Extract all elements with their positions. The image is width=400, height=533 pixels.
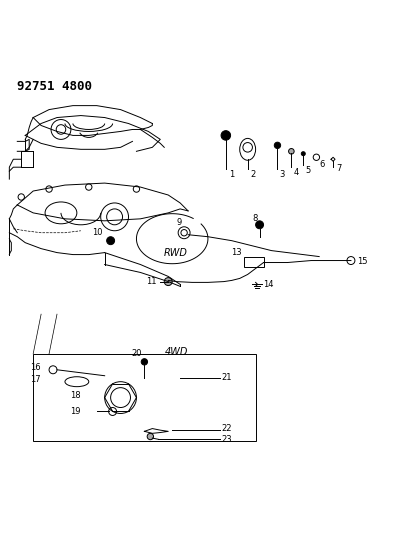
Circle shape (301, 152, 305, 156)
Text: 7: 7 (336, 164, 341, 173)
Circle shape (221, 131, 230, 140)
Text: 9: 9 (177, 218, 182, 227)
Text: 16: 16 (30, 364, 41, 372)
Text: 11: 11 (146, 277, 156, 286)
Text: 18: 18 (70, 391, 81, 400)
Text: 23: 23 (222, 435, 232, 444)
Circle shape (147, 433, 154, 440)
Text: 3: 3 (280, 171, 285, 180)
Circle shape (274, 142, 281, 149)
Text: 15: 15 (357, 257, 368, 266)
Bar (33, 354, 256, 441)
Circle shape (164, 278, 172, 286)
Text: 92751 4800: 92751 4800 (17, 80, 92, 93)
Text: 4WD: 4WD (164, 347, 188, 357)
Text: 14: 14 (264, 280, 274, 289)
Circle shape (107, 237, 114, 245)
Circle shape (288, 149, 294, 154)
Text: 4: 4 (294, 168, 299, 177)
Circle shape (141, 359, 148, 365)
Circle shape (256, 221, 264, 229)
Text: 22: 22 (222, 424, 232, 433)
Text: RWD: RWD (164, 248, 188, 257)
Text: 1: 1 (229, 171, 234, 180)
Text: 2: 2 (251, 171, 256, 180)
Text: 13: 13 (231, 247, 242, 256)
Text: 21: 21 (222, 373, 232, 382)
Text: 10: 10 (92, 228, 103, 237)
Bar (244, 257, 264, 267)
Text: 8: 8 (252, 214, 258, 223)
Text: 20: 20 (131, 349, 142, 358)
Text: 6: 6 (319, 160, 324, 169)
Text: 5: 5 (306, 166, 311, 175)
Text: 19: 19 (70, 407, 81, 416)
Text: 17: 17 (30, 375, 41, 384)
